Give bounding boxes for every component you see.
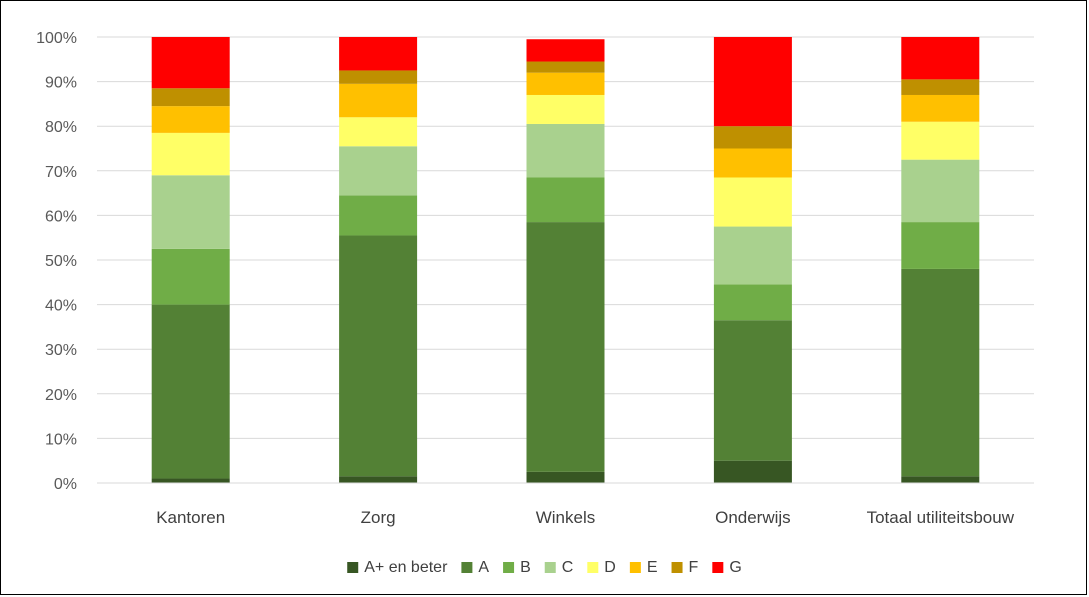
legend-label: A [478, 559, 489, 576]
bar-segment [151, 88, 230, 107]
bar-segment [713, 284, 792, 321]
bar-segment [901, 159, 980, 223]
legend-label: G [729, 559, 741, 576]
bar-segment [713, 226, 792, 285]
legend-item: F [671, 559, 699, 576]
y-tick-label: 90% [45, 75, 77, 92]
bar-segment [339, 70, 418, 84]
legend-item: A [461, 559, 489, 576]
x-category-label: Winkels [536, 508, 596, 527]
x-category-label: Kantoren [156, 508, 225, 527]
legend-swatch [587, 562, 599, 573]
bar-segment [339, 37, 418, 71]
x-category-label: Onderwijs [715, 508, 791, 527]
bar-segment [901, 79, 980, 95]
bar-segment [901, 268, 980, 477]
legend-label: F [689, 559, 699, 576]
bar-segment [526, 94, 605, 124]
bar-segment [526, 123, 605, 178]
y-tick-label: 50% [45, 253, 77, 270]
bar-segment [713, 37, 792, 127]
bar-segment [713, 460, 792, 483]
bar-segment [526, 222, 605, 472]
y-tick-label: 20% [45, 387, 77, 404]
bar-segment [713, 126, 792, 149]
x-category-label: Zorg [361, 508, 396, 527]
bar-segment [526, 39, 605, 62]
bar-segment [901, 37, 980, 80]
bar-segment [901, 94, 980, 122]
legend-item: E [629, 559, 658, 576]
y-tick-label: 70% [45, 164, 77, 181]
legend-swatch [347, 562, 359, 573]
bar-segment [339, 83, 418, 118]
legend-swatch [503, 562, 515, 573]
legend-item: G [712, 559, 742, 576]
legend-label: C [562, 559, 574, 576]
legend-label: B [520, 559, 531, 576]
legend-swatch [629, 562, 641, 573]
bar-segment [901, 222, 980, 269]
y-tick-label: 60% [45, 208, 77, 225]
bar-segment [151, 37, 230, 89]
bar-segment [339, 235, 418, 477]
y-tick-label: 0% [54, 476, 77, 493]
legend-swatch [671, 562, 683, 573]
legend-label: A+ en beter [364, 559, 448, 576]
bar-segment [526, 61, 605, 73]
bar-segment [339, 195, 418, 236]
bar-segment [151, 478, 230, 483]
y-tick-label: 40% [45, 298, 77, 315]
bar-segment [713, 320, 792, 461]
y-tick-label: 80% [45, 119, 77, 136]
y-tick-label: 30% [45, 342, 77, 359]
bar-segment [713, 148, 792, 178]
bar-segment [526, 471, 605, 483]
legend-label: E [647, 559, 658, 576]
legend-swatch [712, 562, 724, 573]
y-axis-tick-labels: 0% 10% 20% 30% 40% 50% 60% 70% 80% 90% 100% [36, 30, 77, 493]
bar-segment [901, 121, 980, 160]
bars [151, 37, 980, 483]
x-category-label: Totaal utiliteitsbouw [867, 508, 1015, 527]
y-tick-label: 10% [45, 431, 77, 448]
bar-segment [713, 177, 792, 227]
legend-item: B [503, 559, 531, 576]
legend-swatch [461, 562, 473, 573]
bar-segment [526, 72, 605, 95]
legend-item: D [587, 559, 616, 576]
legend-swatch [544, 562, 556, 573]
bar-segment [151, 132, 230, 176]
bar-segment [339, 146, 418, 196]
x-axis-category-labels: Kantoren Zorg Winkels Onderwijs Totaal utili… [156, 508, 1015, 527]
legend-item: A+ en beter [347, 559, 448, 576]
legend-label: D [604, 559, 616, 576]
y-tick-label: 100% [36, 30, 77, 47]
bar-segment [901, 476, 980, 483]
legend: A+ en beter A B C D E F G [347, 559, 742, 576]
bar-segment [151, 175, 230, 249]
bar-segment [151, 248, 230, 305]
bar-segment [526, 177, 605, 223]
bar-segment [339, 476, 418, 483]
bar-segment [151, 304, 230, 479]
bar-segment [339, 117, 418, 147]
bar-segment [151, 106, 230, 133]
legend-item: C [544, 559, 574, 576]
